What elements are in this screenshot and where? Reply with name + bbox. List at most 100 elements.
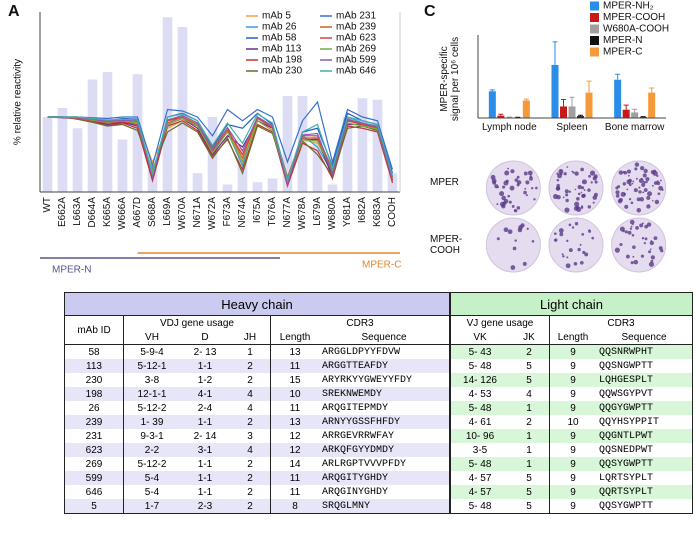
table-cell: ARNYYGSSFHFDY xyxy=(319,415,450,429)
spot xyxy=(577,247,581,252)
bar xyxy=(497,115,505,118)
table-cell: 1 xyxy=(509,401,550,415)
bar xyxy=(327,184,338,192)
spot xyxy=(640,177,643,180)
table-cell: 5-9-4 xyxy=(123,344,180,359)
spot xyxy=(576,206,582,212)
region-label: MPER-C xyxy=(362,260,401,271)
error-bar xyxy=(578,114,583,117)
bar xyxy=(551,64,559,118)
spot xyxy=(628,178,632,183)
spot xyxy=(516,206,521,210)
table-cell: 2 xyxy=(247,458,253,470)
table-row: 231 9-3-1 2- 14 3 12 ARRGEVRRWFAY 10- 96 1 9 QQGN… xyxy=(64,429,693,443)
spot xyxy=(510,169,515,174)
spot xyxy=(574,171,579,176)
table-row: 623 2-2 3-1 4 12 ARKQFGYYDMDY 3-5 1 9 QQSNEDPWT xyxy=(64,443,693,457)
table-cell: 10 xyxy=(270,387,319,401)
table-row: 646 5-4 1-1 2 11 ARQGINYGHDY 4- 57 5 9 QQRTSYPLT xyxy=(64,485,693,499)
table-cell: 239 xyxy=(64,415,124,429)
table-cell: 8 xyxy=(270,499,319,514)
spot xyxy=(566,239,569,243)
x-tick-label: L669A xyxy=(162,197,173,226)
spot xyxy=(584,252,589,257)
bar xyxy=(614,79,622,118)
legend-label: mAb 269 xyxy=(336,44,376,55)
table-cell: 1 xyxy=(509,429,550,443)
spot xyxy=(566,256,569,259)
legend-label: mAb 230 xyxy=(262,66,302,77)
region-label: MPER-N xyxy=(52,265,91,276)
table-cell: 26 xyxy=(64,401,124,415)
spot xyxy=(580,167,584,172)
spot xyxy=(574,222,579,226)
table-cell: 5- 48 xyxy=(449,457,509,471)
x-tick-label: I682A xyxy=(357,197,368,223)
spot xyxy=(529,175,533,178)
spot xyxy=(509,185,515,191)
error-bar xyxy=(552,41,558,65)
bar xyxy=(87,79,98,192)
bar xyxy=(252,182,263,192)
x-tick-label: I675A xyxy=(252,197,263,223)
y-axis-label: MPER-specific signal per 10⁶ cells xyxy=(439,36,461,122)
spot xyxy=(631,182,634,185)
x-tick-label: N671A xyxy=(192,197,203,228)
table-cell: 2 xyxy=(526,416,532,428)
table-cell: 5 xyxy=(509,373,550,387)
spot xyxy=(590,181,593,184)
bar xyxy=(622,109,630,118)
spot xyxy=(592,176,597,181)
spot xyxy=(638,186,641,189)
spot xyxy=(557,173,562,179)
table-cell: 1 xyxy=(526,444,532,456)
spot xyxy=(638,190,642,194)
spot xyxy=(645,177,650,182)
legend-label: mAb 113 xyxy=(262,44,302,55)
table-cell: VDJ gene usage xyxy=(123,315,271,330)
error-bar xyxy=(569,96,575,107)
spot xyxy=(629,219,635,225)
table-cell: 5 xyxy=(526,472,532,484)
table-cell: QQSNEDPWT xyxy=(599,444,654,456)
table-cell: VJ gene usage xyxy=(449,315,550,330)
spot xyxy=(527,170,533,176)
table-cell: 5 xyxy=(509,485,550,499)
table-cell: 9 xyxy=(549,499,596,514)
spot xyxy=(648,250,652,254)
x-tick-label: W670A xyxy=(177,197,188,230)
table-cell: 3-8 xyxy=(123,373,180,387)
spot xyxy=(531,239,535,243)
y-axis-label: % relative reactivity xyxy=(13,59,24,145)
spot xyxy=(636,207,642,213)
table-cell: Length xyxy=(270,330,319,345)
spot xyxy=(580,206,584,209)
legend-swatch xyxy=(590,47,599,57)
spot xyxy=(592,201,595,204)
table-cell: 5- 48 xyxy=(449,401,509,415)
spot xyxy=(661,188,664,191)
spot xyxy=(518,225,523,230)
spot xyxy=(535,186,538,190)
legend-label: MPER-N xyxy=(603,35,642,46)
bar xyxy=(568,106,576,118)
x-tick-label: Lymph node xyxy=(481,122,537,133)
table-cell: 5 xyxy=(64,499,124,514)
table-cell: 1-2 xyxy=(197,374,213,386)
table-cell: 2 xyxy=(230,499,271,514)
x-tick-label: K683A xyxy=(372,197,383,227)
spot xyxy=(568,190,572,193)
table-cell: ARQGITYGHDY xyxy=(319,471,450,485)
table-cell: ARGGLDPYYFDVW xyxy=(322,346,401,358)
table-cell: QQSYGWPTT xyxy=(599,500,654,512)
table-cell: Light chain xyxy=(449,292,693,316)
legend-swatch xyxy=(590,36,599,45)
table-row: 113 5-12-1 1-1 2 11 ARGGTTEAFDY 5- 48 5 9 QQSNGWP… xyxy=(64,359,693,373)
spot xyxy=(625,254,630,259)
table-cell: QQSNRWPHT xyxy=(596,344,693,359)
spot xyxy=(574,188,577,191)
table-cell: 9 xyxy=(549,359,596,373)
series-line xyxy=(47,114,394,187)
spot xyxy=(501,195,506,201)
spot xyxy=(496,237,500,241)
